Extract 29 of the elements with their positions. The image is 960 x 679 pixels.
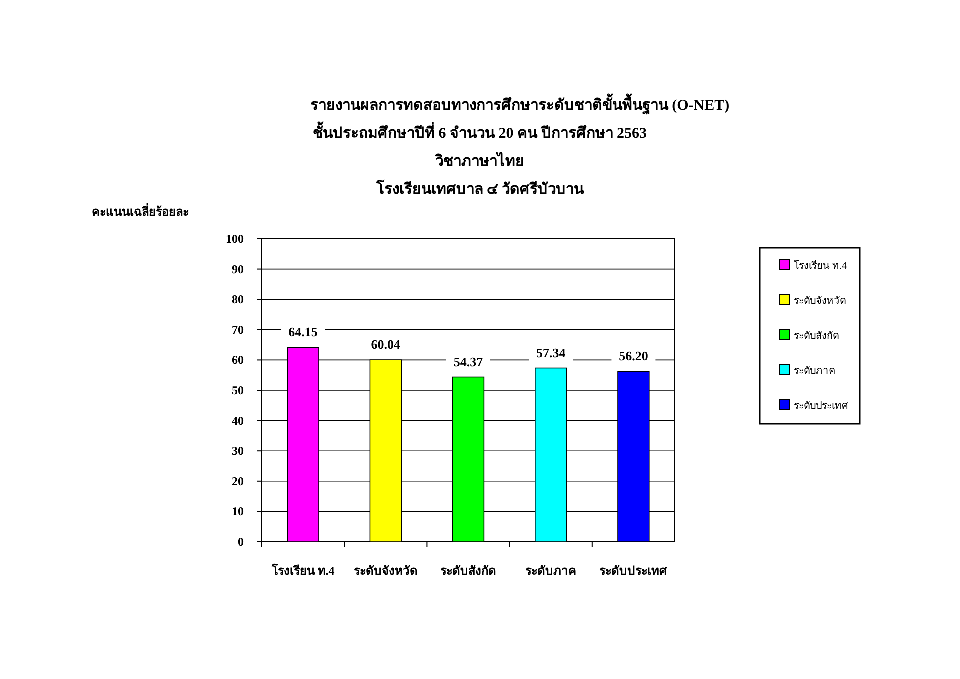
y-tick-label: 40	[232, 414, 244, 428]
chart-title: รายงานผลการทดสอบทางการศึกษาระดับชาติขั้นพื้นฐาน (O-NET)	[310, 93, 730, 115]
legend-label: ระดับประเทศ	[794, 401, 849, 412]
y-tick-label: 90	[232, 262, 244, 276]
legend-label: โรงเรียน ท.4	[794, 259, 847, 272]
y-tick-label: 30	[232, 444, 244, 458]
y-tick-label: 0	[238, 535, 244, 549]
legend-label: ระดับภาค	[794, 366, 836, 377]
y-tick-label: 60	[232, 353, 244, 368]
data-label: 54.37	[454, 354, 484, 370]
chart-subtitle: ชั้นประถมศึกษาปีที่ 6 จำนวน 20 คน ปีการศึกษา 2563 วิชาภาษาไทย โรงเรียนเทศบาล ๔ วัดศรีบัวบาน	[313, 121, 647, 198]
y-tick-label: 70	[232, 322, 244, 337]
data-label: 64.15	[288, 324, 318, 340]
legend-label: ระดับสังกัด	[794, 331, 839, 342]
data-label: 57.34	[536, 345, 566, 360]
data-label: 60.04	[371, 337, 402, 352]
x-tick-label: ระดับภาค	[526, 564, 577, 578]
x-tick-label: ระดับประเทศ	[600, 564, 668, 578]
y-tick-label: 10	[232, 504, 244, 519]
y-axis-title: คะแนนเฉลี่ยร้อยละ	[92, 203, 189, 219]
y-tick-label: 50	[232, 384, 244, 398]
y-tick-label: 100	[226, 232, 244, 246]
x-tick-label: ระดับจังหวัด	[354, 564, 418, 578]
y-tick-label: 80	[232, 292, 244, 307]
x-tick-label: โรงเรียน ท.4	[270, 563, 335, 578]
data-label: 56.20	[619, 348, 648, 364]
x-tick-label: ระดับสังกัด	[440, 564, 496, 578]
legend-label: ระดับจังหวัด	[794, 296, 846, 307]
y-tick-label: 20	[232, 474, 244, 488]
